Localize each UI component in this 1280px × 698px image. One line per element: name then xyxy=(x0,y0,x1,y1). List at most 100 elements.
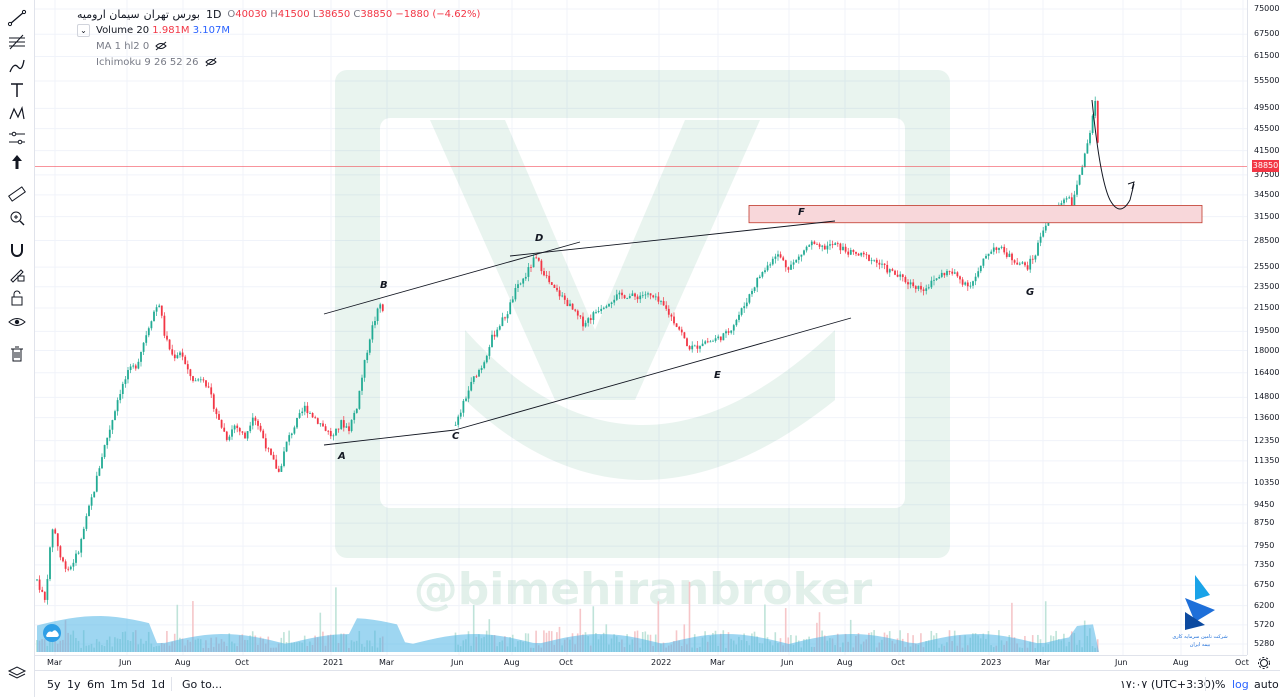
candle-body xyxy=(246,431,249,439)
projection-curve[interactable] xyxy=(1091,99,1135,210)
candle-body xyxy=(496,329,499,337)
candle-body xyxy=(374,321,376,326)
range-1d[interactable]: 1d xyxy=(151,678,165,691)
range-1y[interactable]: 1y xyxy=(67,678,81,691)
range-5d[interactable]: 5d xyxy=(131,678,145,691)
price-tick: 5280 xyxy=(1254,639,1275,648)
pattern-icon[interactable] xyxy=(5,104,29,124)
candle-body xyxy=(504,317,506,319)
chart-pane[interactable]: @bimehiranbroker A B C D E F G شرکت تامی… xyxy=(35,0,1247,655)
candle-body xyxy=(1003,246,1006,253)
candle-body xyxy=(509,302,512,315)
candle-body xyxy=(262,430,265,439)
candle-body xyxy=(803,250,805,255)
candle-body xyxy=(717,336,720,339)
upper-trendline-df[interactable] xyxy=(509,220,836,257)
volume-ma-value: 3.107M xyxy=(192,24,231,36)
candle-body xyxy=(1018,263,1021,265)
price-chart[interactable]: @bimehiranbroker A B C D E F G شرکت تامی… xyxy=(35,0,1247,655)
candle-body xyxy=(459,412,462,417)
stay-drawing-icon[interactable] xyxy=(5,264,29,284)
range-6m[interactable]: 6m xyxy=(87,678,105,691)
candle-body xyxy=(43,591,46,600)
candle-body xyxy=(758,276,761,279)
volume-bar xyxy=(283,632,285,652)
brush-icon[interactable] xyxy=(5,56,29,76)
lower-trendline-ce[interactable] xyxy=(454,317,852,431)
candle-body xyxy=(985,255,987,259)
fib-tools-icon[interactable] xyxy=(5,32,29,52)
text-icon[interactable] xyxy=(5,80,29,100)
zoom-in-icon[interactable] xyxy=(5,208,29,228)
candle-body xyxy=(881,263,883,265)
arrow-up-icon[interactable] xyxy=(5,152,29,172)
candle-body xyxy=(1047,221,1050,226)
price-axis[interactable]: 75000 67500 61500 55500 49500 45500 41500 37500… xyxy=(1247,0,1280,655)
lock-icon[interactable] xyxy=(5,288,29,308)
lower-trendline-ac[interactable] xyxy=(323,429,456,446)
candle-body xyxy=(584,322,587,327)
range-1m[interactable]: 1m xyxy=(110,678,128,691)
interval[interactable]: 1D xyxy=(205,7,222,21)
range-5y[interactable]: 5y xyxy=(47,678,61,691)
candle-body xyxy=(582,316,584,327)
candle-body xyxy=(353,412,356,420)
grid xyxy=(35,0,1247,655)
log-toggle[interactable]: log xyxy=(1232,678,1249,691)
candle-body xyxy=(488,347,491,356)
symbol-name[interactable]: سیمان ارومیه xyxy=(77,7,140,21)
candle-body xyxy=(225,431,228,440)
settings-gear-icon[interactable] xyxy=(1252,656,1276,670)
eye-icon[interactable] xyxy=(5,312,29,332)
trend-line-icon[interactable] xyxy=(5,8,29,28)
collapse-legend-button[interactable]: ⌄ xyxy=(77,23,90,37)
goto-button[interactable]: Go to... xyxy=(182,678,223,691)
timezone-clock[interactable]: ۱۷:۰۷ (UTC+3:30) xyxy=(1120,678,1216,691)
candle-body xyxy=(641,295,644,297)
percent-toggle[interactable]: % xyxy=(1215,678,1226,691)
candle-body xyxy=(920,285,922,290)
price-tick: 55500 xyxy=(1254,76,1280,86)
eye-hidden-icon[interactable] xyxy=(155,41,167,51)
candle-body xyxy=(545,275,548,277)
candle-body xyxy=(41,589,44,592)
wave-label-b: B xyxy=(380,280,388,291)
layers-icon[interactable] xyxy=(5,662,29,682)
candle-body xyxy=(777,254,779,257)
candle-body xyxy=(350,419,353,432)
candle-body xyxy=(696,345,699,349)
candle-body xyxy=(228,436,231,440)
volume-bar xyxy=(176,604,179,652)
upper-trendline-ab[interactable] xyxy=(323,241,581,315)
candle-body xyxy=(795,259,798,263)
volume-bar xyxy=(335,587,337,652)
candle-body xyxy=(150,321,153,329)
price-tick: 16400 xyxy=(1254,367,1280,377)
candle-body xyxy=(519,283,522,285)
eye-hidden-icon[interactable] xyxy=(204,57,217,67)
candle-body xyxy=(862,252,865,255)
prediction-icon[interactable] xyxy=(5,128,29,148)
magnet-icon[interactable] xyxy=(5,240,29,260)
ichimoku-label[interactable]: Ichimoku 9 26 52 26 xyxy=(96,56,199,68)
wave-label-c: C xyxy=(452,431,460,442)
resistance-zone[interactable] xyxy=(748,205,1203,224)
candle-body xyxy=(805,246,808,251)
volume-label[interactable]: Volume 20 xyxy=(96,24,150,36)
candle-body xyxy=(959,276,961,280)
wave-label-g: G xyxy=(1026,287,1034,298)
candle-body xyxy=(322,423,324,427)
auto-toggle[interactable]: auto xyxy=(1254,678,1279,691)
time-tick: Oct xyxy=(559,658,573,667)
candle-body xyxy=(634,293,636,297)
ma-label[interactable]: MA 1 hl2 0 xyxy=(96,40,150,52)
trash-icon[interactable] xyxy=(5,344,29,364)
candle-body xyxy=(244,432,246,439)
candle-body xyxy=(59,546,62,558)
candle-body xyxy=(1042,230,1045,237)
time-tick: 2023 xyxy=(981,658,1002,667)
time-axis[interactable]: Mar Jun Aug Oct 2021 Mar Jun Aug Oct 2022 Mar Jun Au… xyxy=(35,655,1249,670)
candle-body xyxy=(886,264,889,273)
ruler-icon[interactable] xyxy=(5,184,29,204)
cloud-badge[interactable] xyxy=(43,624,61,642)
